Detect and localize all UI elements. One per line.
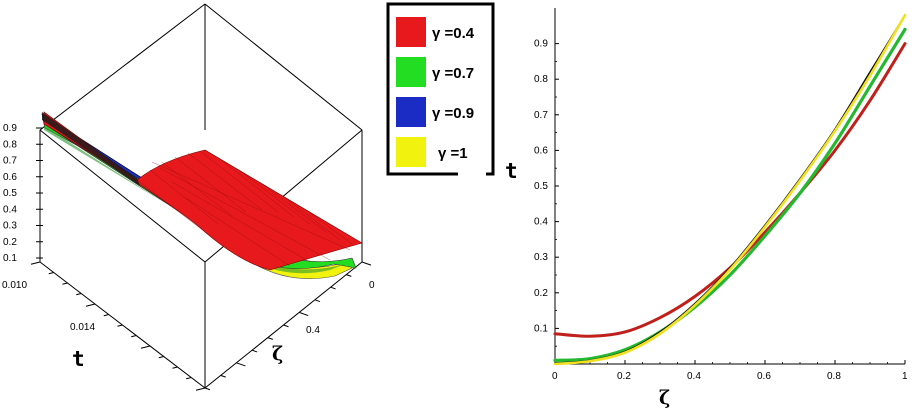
z-tick-label: 0.1	[3, 253, 17, 264]
t-axis-tick	[140, 345, 151, 349]
legend-frame-gap	[458, 170, 486, 178]
t-axis-tick	[62, 282, 68, 285]
z-tick-label: 0.5	[3, 188, 17, 199]
t-axis-tick	[158, 356, 164, 359]
line-plot-series	[553, 13, 907, 366]
t-axis-tick	[85, 303, 96, 307]
x-tick-label: 0.8	[827, 371, 841, 382]
zeta-axis-tick	[314, 299, 321, 303]
t-axis-tick	[172, 366, 178, 369]
x-tick-label: 0.4	[687, 371, 701, 382]
y-tick-label: 0.9	[534, 39, 548, 50]
zeta-axis-tick	[283, 324, 289, 328]
z-tick-label: 0.4	[3, 204, 17, 215]
surface-red	[43, 111, 363, 271]
legend-label-2: γ =0.9	[432, 105, 474, 122]
zeta-tick-label-0: 0	[369, 280, 375, 291]
line-x-axis-label: ζ	[659, 387, 670, 409]
y-tick-label: 0.1	[534, 323, 548, 334]
legend-label-0: γ =0.4	[432, 25, 475, 42]
series-line-3	[553, 13, 907, 366]
zeta-axis-tick	[346, 274, 352, 277]
t-axis-tick	[131, 335, 137, 338]
y-tick-label: 0.5	[534, 181, 548, 192]
x-tick-label: 1	[902, 371, 908, 382]
y-tick-label: 0.3	[534, 252, 548, 263]
zeta-axis-tick	[330, 286, 336, 290]
surface-plot: 0.90.80.70.60.50.40.30.20.1 0.010 0.014 …	[2, 3, 375, 391]
zeta-axis-tick	[204, 387, 211, 391]
series-line-1	[553, 27, 907, 363]
legend-label-1: γ =0.7	[432, 65, 474, 82]
legend-swatch-3	[396, 137, 426, 167]
z-tick-label: 0.2	[3, 237, 17, 248]
line-plot: 0.1 0.2 0.3 0.4 0.5 0.6 0.7 0.8 0.9 0 0.2 0.4 0.6 0.8…	[505, 8, 908, 409]
x-tick-label: 0.6	[757, 371, 771, 382]
series-line-0	[553, 42, 907, 338]
y-tick-label: 0.4	[534, 217, 548, 228]
zeta-axis-label: ζ	[272, 343, 283, 365]
t-tick-label-0: 0.010	[2, 280, 27, 291]
z-tick-label: 0.3	[3, 221, 17, 232]
t-axis-tick	[195, 387, 206, 391]
t-axis-ticks	[30, 261, 206, 391]
t-axis-tick	[76, 293, 82, 296]
t-axis-tick	[117, 324, 123, 327]
series-line-2	[554, 14, 906, 364]
zeta-axis-tick	[251, 349, 258, 353]
y-tick-label: 0.8	[534, 74, 548, 85]
t-tick-label-1: 0.014	[70, 322, 95, 333]
legend-swatch-1	[396, 57, 426, 87]
zeta-axis-tick	[220, 374, 226, 378]
z-tick-label: 0.8	[3, 139, 17, 150]
x-tick-label: 0.2	[617, 371, 631, 382]
y-tick-label: 0.2	[534, 288, 548, 299]
zeta-tick-label-1: 0.4	[306, 325, 320, 336]
x-tick-label: 0	[552, 371, 558, 382]
z-axis-labels: 0.9 0.8 0.7 0.6 0.5 0.4 0.3 0.2 0.1	[3, 123, 17, 264]
t-axis-tick	[103, 314, 109, 317]
z-axis-ticks	[36, 127, 43, 259]
t-axis-tick	[30, 261, 41, 265]
z-tick-label: 0.9	[3, 123, 17, 134]
legend-label-3: γ =1	[438, 145, 468, 162]
zeta-axis-tick	[267, 337, 273, 340]
zeta-axis-tick	[299, 311, 309, 317]
t-axis-tick	[48, 272, 54, 275]
t-axis-label: t	[72, 347, 85, 371]
t-axis-tick	[186, 377, 192, 380]
z-tick-label: 0.6	[3, 172, 17, 183]
surface-dark-edge	[42, 112, 140, 186]
legend-swatch-2	[396, 97, 426, 127]
line-plot-axes: 0.1 0.2 0.3 0.4 0.5 0.6 0.7 0.8 0.9 0 0.2 0.4 0.6 0.8…	[534, 8, 908, 382]
z-tick-label: 0.7	[3, 156, 17, 167]
legend-swatch-0	[396, 17, 426, 47]
zeta-axis-tick	[361, 261, 372, 266]
y-tick-label: 0.7	[534, 110, 548, 121]
y-tick-label: 0.6	[534, 145, 548, 156]
line-y-axis-label: t	[505, 159, 518, 183]
zeta-axis-ticks	[204, 261, 372, 391]
legend: γ =0.4 γ =0.7 γ =0.9 γ =1	[386, 2, 495, 178]
zeta-axis-tick	[236, 362, 246, 367]
